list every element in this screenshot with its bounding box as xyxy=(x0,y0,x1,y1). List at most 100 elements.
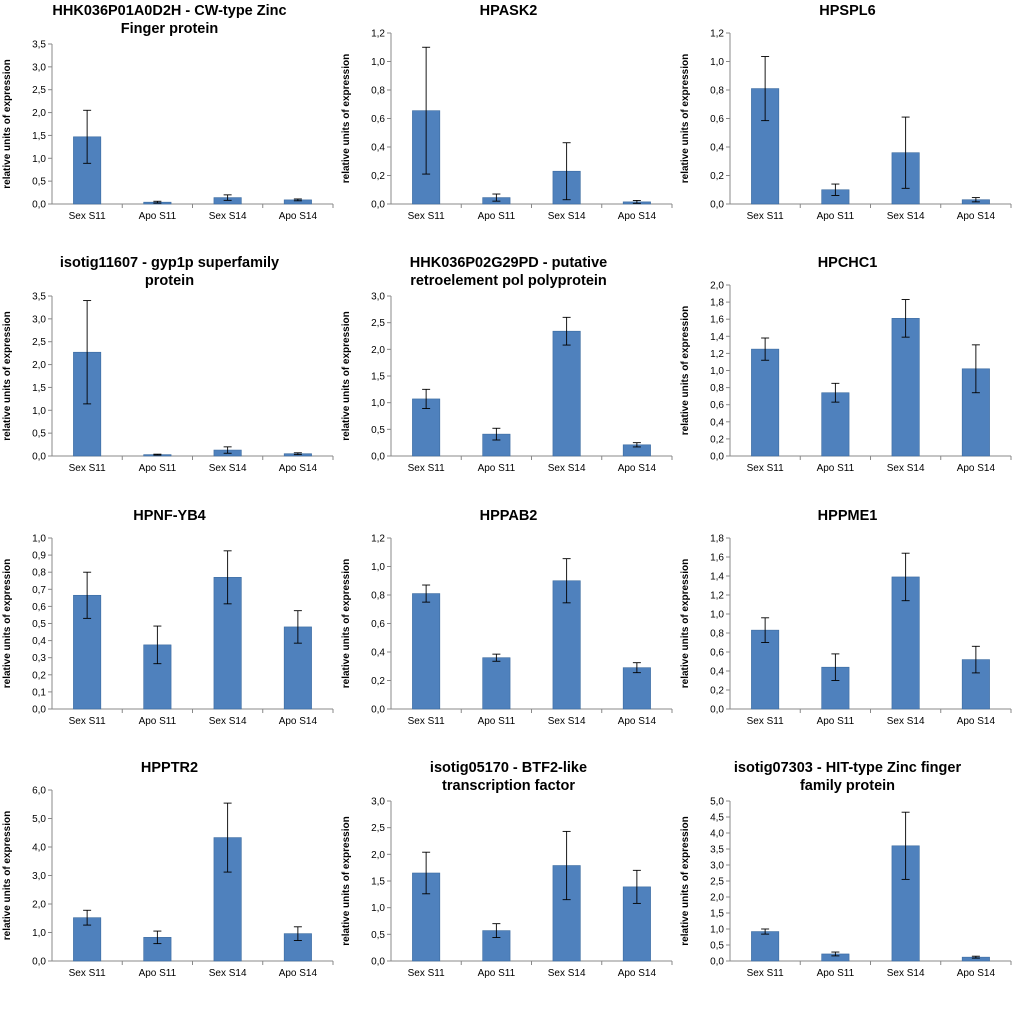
y-tick-label: 3,5 xyxy=(710,845,724,856)
y-tick-label: 3,0 xyxy=(32,871,46,882)
y-tick-label: 0,0 xyxy=(32,957,46,968)
chart-svg: 0,0 0,5 1,0 1,5 2,0 2,5 3,0 3,5 relative units o… xyxy=(2,40,334,222)
y-axis-label: relative units of expression xyxy=(2,811,13,941)
y-tick-label: 1,5 xyxy=(32,131,46,142)
y-tick-label: 2,5 xyxy=(710,877,724,888)
bar xyxy=(751,931,780,962)
chart-title: HHK036P02G29PD - putative retroelement p… xyxy=(409,255,608,289)
y-tick-label: 2,5 xyxy=(371,823,385,834)
y-tick-label: 0,0 xyxy=(32,452,46,463)
y-tick-label: 0,5 xyxy=(32,177,46,188)
x-tick-label: Apo S14 xyxy=(279,463,318,474)
figure-grid: HHK036P01A0D2H - CW-type Zinc Finger pro… xyxy=(0,0,1012,979)
y-tick-label: 3,5 xyxy=(32,292,46,303)
y-tick-label: 1,5 xyxy=(371,372,385,383)
y-tick-label: 0,0 xyxy=(710,452,724,463)
y-tick-label: 1,0 xyxy=(371,57,385,68)
y-tick-label: 1,0 xyxy=(32,154,46,165)
y-axis-label: relative units of expression xyxy=(2,311,13,441)
chart-panel: HPNF-YB4 0,0 0,1 0,2 0,3 0,4 0,5 0,6 0,7 0,8 0,9 1,… xyxy=(0,505,339,757)
x-tick-label: Apo S14 xyxy=(957,716,996,727)
y-tick-label: 0,1 xyxy=(32,687,46,698)
y-tick-label: 0,8 xyxy=(371,86,385,97)
y-tick-label: 0,0 xyxy=(371,452,385,463)
y-tick-label: 2,5 xyxy=(371,318,385,329)
x-tick-label: Sex S14 xyxy=(209,716,247,727)
y-axis-label: relative units of expression xyxy=(341,311,352,441)
y-tick-label: 0,5 xyxy=(371,425,385,436)
y-tick-label: 0,8 xyxy=(710,629,724,640)
x-tick-label: Sex S14 xyxy=(548,463,586,474)
chart-svg: 0,0 0,5 1,0 1,5 2,0 2,5 3,0 relative units of e… xyxy=(341,797,673,979)
chart-panel: HHK036P01A0D2H - CW-type Zinc Finger pro… xyxy=(0,0,339,252)
y-tick-label: 3,0 xyxy=(371,797,385,808)
y-tick-label: 2,0 xyxy=(32,360,46,371)
y-tick-label: 0,2 xyxy=(710,171,724,182)
y-tick-label: 0,4 xyxy=(710,417,724,428)
y-tick-label: 0,6 xyxy=(32,602,46,613)
chart-svg: 0,0 0,2 0,4 0,6 0,8 1,0 1,2 relative units of e… xyxy=(341,29,673,222)
chart-svg: 0,0 0,5 1,0 1,5 2,0 2,5 3,0 3,5 relative units o… xyxy=(2,292,334,474)
y-tick-label: 0,2 xyxy=(32,670,46,681)
x-tick-label: Sex S14 xyxy=(887,211,925,222)
x-tick-label: Sex S14 xyxy=(548,716,586,727)
y-tick-label: 1,6 xyxy=(710,315,724,326)
y-tick-label: 0,0 xyxy=(32,200,46,211)
y-tick-label: 1,0 xyxy=(710,366,724,377)
y-tick-label: 5,0 xyxy=(710,797,724,808)
chart-title: HPCHC1 xyxy=(817,255,878,271)
y-axis-label: relative units of expression xyxy=(680,559,691,689)
y-tick-label: 1,0 xyxy=(710,610,724,621)
y-tick-label: 1,0 xyxy=(371,398,385,409)
chart-title: isotig05170 - BTF2-like transcription fa… xyxy=(429,760,588,794)
y-tick-label: 2,0 xyxy=(371,345,385,356)
bar xyxy=(821,392,850,457)
x-tick-label: Apo S11 xyxy=(817,463,855,474)
y-axis-label: relative units of expression xyxy=(341,54,352,184)
y-tick-label: 2,0 xyxy=(710,281,724,292)
y-axis-label: relative units of expression xyxy=(680,816,691,946)
y-tick-label: 0,2 xyxy=(710,434,724,445)
x-tick-label: Apo S14 xyxy=(957,463,996,474)
chart-svg: 0,0 1,0 2,0 3,0 4,0 5,0 6,0 relative units of e… xyxy=(2,786,334,979)
y-tick-label: 0,6 xyxy=(710,400,724,411)
y-tick-label: 4,0 xyxy=(710,829,724,840)
y-tick-label: 1,2 xyxy=(710,349,724,360)
y-axis-label: relative units of expression xyxy=(341,559,352,689)
y-tick-label: 1,5 xyxy=(371,877,385,888)
x-tick-label: Sex S14 xyxy=(548,211,586,222)
y-tick-label: 1,0 xyxy=(32,928,46,939)
y-tick-label: 1,0 xyxy=(710,925,724,936)
bar xyxy=(482,657,511,710)
y-tick-label: 0,0 xyxy=(371,705,385,716)
y-axis-label: relative units of expression xyxy=(2,59,13,189)
x-tick-label: Apo S14 xyxy=(279,968,318,979)
y-tick-label: 2,0 xyxy=(371,850,385,861)
x-tick-label: Sex S11 xyxy=(408,968,445,979)
y-tick-label: 0,2 xyxy=(371,171,385,182)
x-tick-label: Apo S11 xyxy=(139,211,177,222)
x-tick-label: Apo S14 xyxy=(279,211,318,222)
chart-title: isotig07303 - HIT-type Zinc finger famil… xyxy=(733,760,962,794)
x-tick-label: Apo S11 xyxy=(139,463,177,474)
chart-title: HPPAB2 xyxy=(479,508,538,524)
x-tick-label: Sex S11 xyxy=(408,463,445,474)
y-tick-label: 3,5 xyxy=(32,40,46,51)
y-tick-label: 3,0 xyxy=(32,62,46,73)
y-tick-label: 3,0 xyxy=(32,314,46,325)
y-tick-label: 2,5 xyxy=(32,337,46,348)
y-tick-label: 6,0 xyxy=(32,786,46,797)
x-tick-label: Apo S14 xyxy=(618,716,657,727)
y-tick-label: 0,8 xyxy=(710,383,724,394)
y-axis-label: relative units of expression xyxy=(2,559,13,689)
y-tick-label: 2,0 xyxy=(32,900,46,911)
chart-svg: 0,0 0,2 0,4 0,6 0,8 1,0 1,2 relative units of e… xyxy=(680,29,1012,222)
y-tick-label: 0,8 xyxy=(371,591,385,602)
y-tick-label: 0,5 xyxy=(710,941,724,952)
y-tick-label: 0,0 xyxy=(710,957,724,968)
chart-title: HPASK2 xyxy=(479,3,538,19)
y-tick-label: 3,0 xyxy=(371,292,385,303)
y-tick-label: 4,0 xyxy=(32,843,46,854)
x-tick-label: Apo S14 xyxy=(618,463,657,474)
y-tick-label: 2,5 xyxy=(32,85,46,96)
